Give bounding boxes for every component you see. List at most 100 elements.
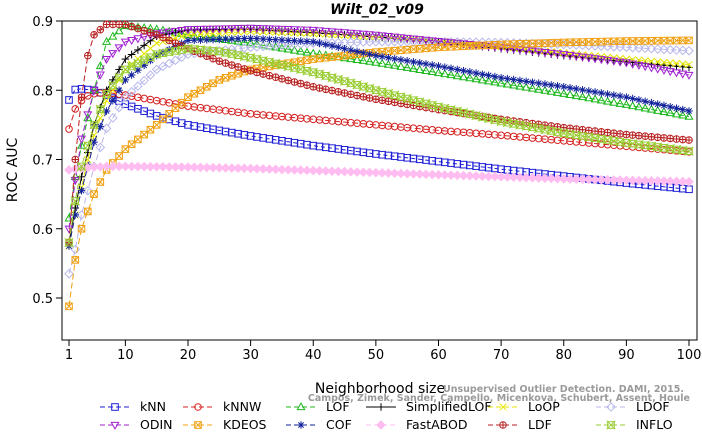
point-lof-93	[640, 103, 650, 112]
point-lof-38	[296, 46, 306, 55]
point-lof-100	[684, 111, 694, 120]
x-tick-label-10: 100	[677, 348, 702, 363]
point-knn-18	[171, 117, 180, 126]
point-odin-19	[177, 27, 187, 36]
series-layer	[64, 20, 694, 311]
point-odin-40	[308, 26, 318, 35]
series-line-inflo	[68, 48, 690, 243]
point-cof-82	[572, 85, 581, 93]
point-fastabod-50	[371, 167, 381, 178]
point-loop-11	[127, 60, 136, 68]
point-ldf-45	[340, 89, 349, 97]
point-cof-8	[109, 96, 117, 105]
point-odin-12	[133, 35, 143, 44]
point-kdeos-26	[221, 73, 230, 82]
legend-entry-inflo: INFLO	[596, 417, 673, 432]
point-fastabod-7	[101, 161, 112, 172]
point-cof-12	[134, 66, 142, 74]
legend-marker-cof	[297, 421, 305, 429]
point-fastabod-15	[151, 161, 162, 172]
point-loop-99	[679, 60, 687, 68]
point-fastabod-72	[508, 172, 519, 183]
axes: 1 10 20 30 40 50 60 70 80 90 100 0.5 0.6 0.7 0.8 0.9	[32, 15, 701, 363]
point-ldf-25	[215, 57, 224, 65]
point-fastabod-26	[220, 163, 231, 173]
point-loop-23	[203, 30, 211, 38]
point-odin-58	[421, 36, 431, 45]
point-inflo-2	[70, 196, 80, 206]
point-odin-21	[189, 26, 199, 35]
point-odin-52	[383, 32, 393, 42]
point-cof-47	[353, 47, 361, 56]
point-kdeos-10	[121, 145, 130, 153]
point-lof-83	[577, 92, 588, 101]
point-fastabod-84	[583, 174, 594, 185]
point-fastabod-10	[120, 161, 131, 172]
point-ldof-88	[609, 41, 619, 52]
point-lof-71	[502, 79, 512, 88]
point-lof-84	[584, 93, 594, 102]
point-ldof-11	[126, 86, 137, 97]
point-ldf-16	[159, 33, 167, 42]
point-fastabod-64	[458, 170, 469, 181]
x-tick-label-8: 80	[555, 348, 572, 363]
y-tick-label-2: 0.7	[32, 154, 53, 169]
point-ldf-32	[259, 70, 267, 78]
point-fastabod-49	[364, 167, 375, 178]
point-fastabod-13	[139, 161, 149, 172]
legend-marker-knn	[111, 403, 119, 411]
point-lof-95	[653, 105, 663, 114]
point-ldof-12	[133, 81, 143, 91]
point-simplifiedlof-2	[71, 204, 80, 212]
point-fastabod-41	[314, 165, 325, 176]
point-lof-9	[114, 26, 124, 35]
point-fastabod-60	[433, 169, 444, 180]
point-fastabod-90	[621, 175, 632, 186]
legend-label-odin: ODIN	[140, 417, 173, 432]
point-cof-97	[666, 103, 675, 111]
point-odin-47	[352, 30, 362, 39]
point-kdeos-91	[628, 37, 637, 45]
point-ldof-99	[677, 45, 688, 56]
point-ldof-68	[483, 37, 494, 48]
point-kdeos-22	[196, 86, 205, 95]
point-ldf-54	[397, 99, 405, 108]
point-knn-1	[65, 96, 73, 104]
point-fastabod-99	[677, 176, 688, 187]
legend-label-lof: LOF	[326, 399, 350, 414]
point-fastabod-33	[264, 164, 275, 174]
point-lof-47	[352, 54, 362, 63]
point-fastabod-35	[277, 164, 287, 175]
legend-entry-fastabod: FastABOD	[366, 417, 468, 432]
point-odin-24	[208, 25, 218, 34]
point-lof-27	[227, 35, 237, 44]
point-cof-66	[472, 69, 480, 77]
point-fastabod-21	[189, 162, 200, 173]
point-odin-31	[252, 24, 262, 34]
point-cof-87	[603, 90, 612, 98]
point-ldof-97	[665, 44, 676, 55]
point-lof-77	[540, 85, 550, 94]
point-cof-40	[309, 37, 318, 46]
point-ldf-75	[528, 119, 537, 128]
point-ldf-29	[240, 65, 249, 73]
point-simplifiedlof-13	[140, 41, 148, 50]
point-lof-63	[452, 71, 462, 80]
point-lof-94	[646, 104, 656, 113]
point-odin-35	[277, 25, 287, 34]
point-kdeos-4	[83, 207, 92, 216]
point-odin-53	[390, 33, 400, 42]
point-cof-49	[365, 50, 374, 59]
point-cof-45	[340, 44, 349, 53]
point-cof-72	[509, 75, 518, 84]
point-fastabod-91	[627, 175, 638, 186]
legend-label-ldof: LDOF	[636, 399, 670, 414]
point-inflo-7	[101, 89, 112, 99]
point-loop-100	[685, 60, 693, 69]
point-odin-93	[640, 63, 650, 72]
point-ldf-24	[209, 54, 217, 63]
point-ldf-17	[165, 36, 174, 45]
point-fastabod-29	[239, 163, 250, 174]
point-fastabod-87	[602, 175, 613, 185]
point-cof-95	[653, 100, 662, 108]
